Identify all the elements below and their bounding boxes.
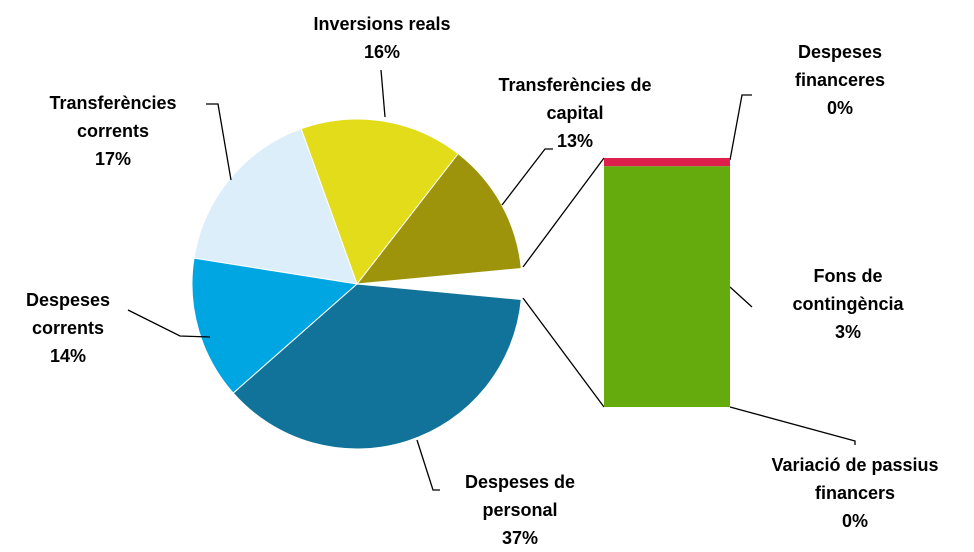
label-value: 17% [94,149,132,169]
label-name: Variació de passius financers [771,455,939,503]
label-name: Transferències corrents [49,93,177,141]
leader-line [729,286,753,308]
label-value: 13% [556,131,594,151]
pie-slice [300,118,459,286]
leader-line [380,69,386,118]
connector-line [522,157,605,268]
leader-line [729,94,752,161]
label-name: Transferències de capital [498,75,652,123]
data-label: Despeses financeres 0% [770,38,910,122]
pie-slice [191,257,359,394]
label-name: Despeses corrents [25,290,111,338]
pie-slice [355,152,522,285]
leader-lines [127,69,856,491]
data-label: Despeses de personal 37% [440,468,600,552]
bar-segment [604,158,730,167]
label-value: 3% [834,322,861,342]
data-label: Despeses corrents 14% [0,286,138,370]
label-value: 37% [501,528,539,548]
data-label: Transferències corrents 17% [18,89,208,173]
data-label: Variació de passius financers 0% [735,451,974,535]
leader-line [127,309,211,338]
label-value: 14% [49,346,87,366]
label-value: 16% [363,42,401,62]
data-label: Transferències de capital 13% [475,71,675,155]
leader-line [729,406,856,445]
label-value: 0% [826,98,853,118]
data-label: Fons de contingència 3% [778,262,918,346]
leader-line [501,148,553,206]
data-label: Inversions reals 16% [272,10,492,66]
label-name: Fons de contingència [792,266,904,314]
pie-slice [193,128,358,285]
leader-line [416,439,440,491]
label-name: Inversions reals [313,14,451,34]
label-value: 0% [841,511,868,531]
leader-line [206,103,232,181]
pie-slice [232,283,522,450]
connector-line [522,297,605,408]
label-name: Despeses financeres [794,42,886,90]
label-name: Despeses de personal [464,472,576,520]
bar-segment [604,166,730,407]
